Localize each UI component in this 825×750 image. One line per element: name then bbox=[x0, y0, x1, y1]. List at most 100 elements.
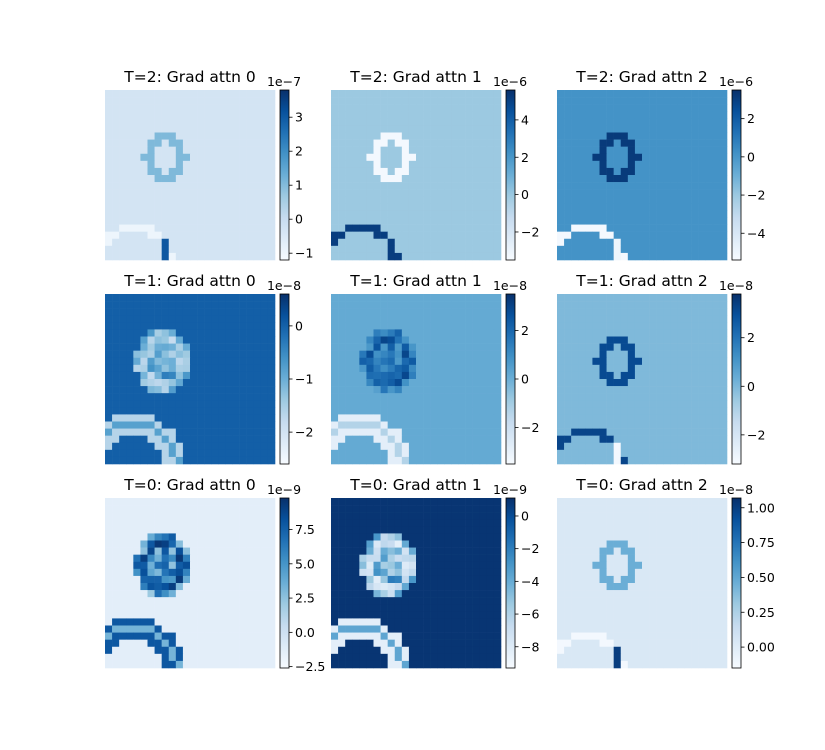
heatmap-cell bbox=[253, 364, 262, 373]
heatmap-cell bbox=[133, 189, 141, 197]
heatmap-cell bbox=[359, 132, 367, 140]
heatmap-cell bbox=[620, 533, 629, 541]
heatmap-cell bbox=[684, 252, 692, 261]
heatmap-cell bbox=[649, 379, 657, 387]
heatmap-cell bbox=[571, 519, 579, 527]
heatmap-cell bbox=[204, 210, 212, 218]
heatmap-cell bbox=[161, 315, 170, 323]
heatmap-cell bbox=[677, 554, 685, 563]
heatmap-cell bbox=[161, 625, 170, 633]
heatmap-cell bbox=[387, 364, 396, 373]
heatmap-cell bbox=[352, 238, 360, 247]
heatmap-cell bbox=[366, 104, 374, 112]
heatmap-cell bbox=[232, 231, 240, 240]
heatmap-cell bbox=[458, 364, 466, 373]
heatmap-cell bbox=[380, 118, 388, 126]
heatmap-cell bbox=[451, 547, 459, 555]
heatmap-cell bbox=[119, 540, 127, 548]
heatmap-cell bbox=[147, 400, 155, 408]
heatmap-cell bbox=[267, 175, 276, 183]
heatmap-cell bbox=[571, 442, 579, 451]
heatmap-cell bbox=[345, 315, 353, 323]
heatmap-cell bbox=[557, 118, 565, 126]
heatmap-cell bbox=[408, 611, 417, 619]
colorbar-tick-label: 2 bbox=[747, 111, 755, 126]
heatmap-cell bbox=[408, 583, 417, 591]
heatmap-cell bbox=[599, 350, 607, 359]
heatmap-cell bbox=[606, 407, 614, 415]
heatmap-cell bbox=[182, 414, 191, 422]
heatmap-cell bbox=[698, 217, 707, 225]
heatmap-cell bbox=[479, 540, 488, 548]
heatmap-cell bbox=[147, 407, 155, 415]
heatmap-cell bbox=[260, 646, 269, 655]
heatmap-cell bbox=[394, 217, 403, 225]
heatmap-cell bbox=[663, 393, 671, 401]
heatmap-cell bbox=[373, 561, 381, 570]
heatmap-cell bbox=[627, 217, 636, 225]
heatmap-cell bbox=[239, 146, 247, 155]
heatmap-cell bbox=[345, 632, 353, 640]
heatmap-cell bbox=[218, 639, 226, 648]
heatmap-cell bbox=[606, 533, 614, 541]
heatmap-cell bbox=[168, 414, 177, 422]
heatmap-cell bbox=[564, 357, 572, 366]
heatmap-cell bbox=[126, 175, 134, 183]
heatmap-cell bbox=[366, 533, 374, 541]
heatmap-cell bbox=[239, 449, 247, 458]
heatmap-cell bbox=[119, 245, 127, 254]
heatmap-cell bbox=[684, 421, 692, 429]
heatmap-cell bbox=[437, 139, 445, 147]
colorbar-tick-label: −2 bbox=[747, 188, 765, 203]
heatmap-cell bbox=[663, 407, 671, 415]
heatmap-cell bbox=[712, 540, 721, 548]
heatmap-cell bbox=[154, 456, 162, 465]
heatmap-cell bbox=[267, 554, 276, 563]
heatmap-cell bbox=[592, 125, 600, 133]
heatmap-cell bbox=[239, 301, 247, 309]
heatmap-cell bbox=[430, 547, 438, 555]
heatmap-cell bbox=[246, 547, 255, 555]
heatmap-cell bbox=[352, 231, 360, 240]
heatmap-cell bbox=[698, 547, 707, 555]
heatmap-cell bbox=[239, 632, 247, 640]
colorbar bbox=[505, 89, 516, 261]
heatmap-cell bbox=[458, 336, 466, 344]
heatmap-cell bbox=[387, 315, 396, 323]
heatmap-cell bbox=[585, 561, 593, 570]
heatmap-cell bbox=[211, 547, 219, 555]
heatmap-cell bbox=[486, 97, 495, 105]
heatmap-cell bbox=[168, 526, 177, 534]
heatmap-cell bbox=[260, 379, 269, 387]
heatmap-cell bbox=[606, 203, 614, 211]
heatmap-cell bbox=[331, 111, 339, 119]
heatmap-cell bbox=[656, 210, 664, 218]
heatmap-cell bbox=[246, 196, 255, 204]
heatmap-cell bbox=[140, 343, 148, 351]
heatmap-cell bbox=[416, 611, 424, 619]
heatmap-cell bbox=[105, 575, 113, 584]
heatmap-cell bbox=[458, 97, 466, 105]
heatmap-cell bbox=[691, 336, 699, 344]
colorbar-exponent: 1e−9 bbox=[493, 482, 527, 497]
heatmap-cell bbox=[105, 526, 113, 534]
heatmap-cell bbox=[380, 379, 388, 387]
heatmap-cell bbox=[472, 597, 481, 605]
colorbar bbox=[279, 89, 290, 261]
heatmap-cell bbox=[161, 322, 170, 330]
heatmap-cell bbox=[175, 414, 184, 422]
heatmap-cell bbox=[677, 540, 685, 548]
heatmap-cell bbox=[338, 554, 346, 563]
heatmap-cell bbox=[585, 407, 593, 415]
heatmap-cell bbox=[634, 125, 643, 133]
heatmap-cell bbox=[578, 301, 586, 309]
heatmap-cell bbox=[161, 189, 170, 197]
heatmap-cell bbox=[239, 182, 247, 190]
heatmap-cell bbox=[486, 329, 495, 337]
heatmap-cell bbox=[267, 632, 276, 640]
colorbar bbox=[505, 497, 516, 669]
heatmap-cell bbox=[387, 343, 396, 351]
heatmap-cell bbox=[126, 618, 134, 626]
heatmap-cell bbox=[479, 139, 488, 147]
